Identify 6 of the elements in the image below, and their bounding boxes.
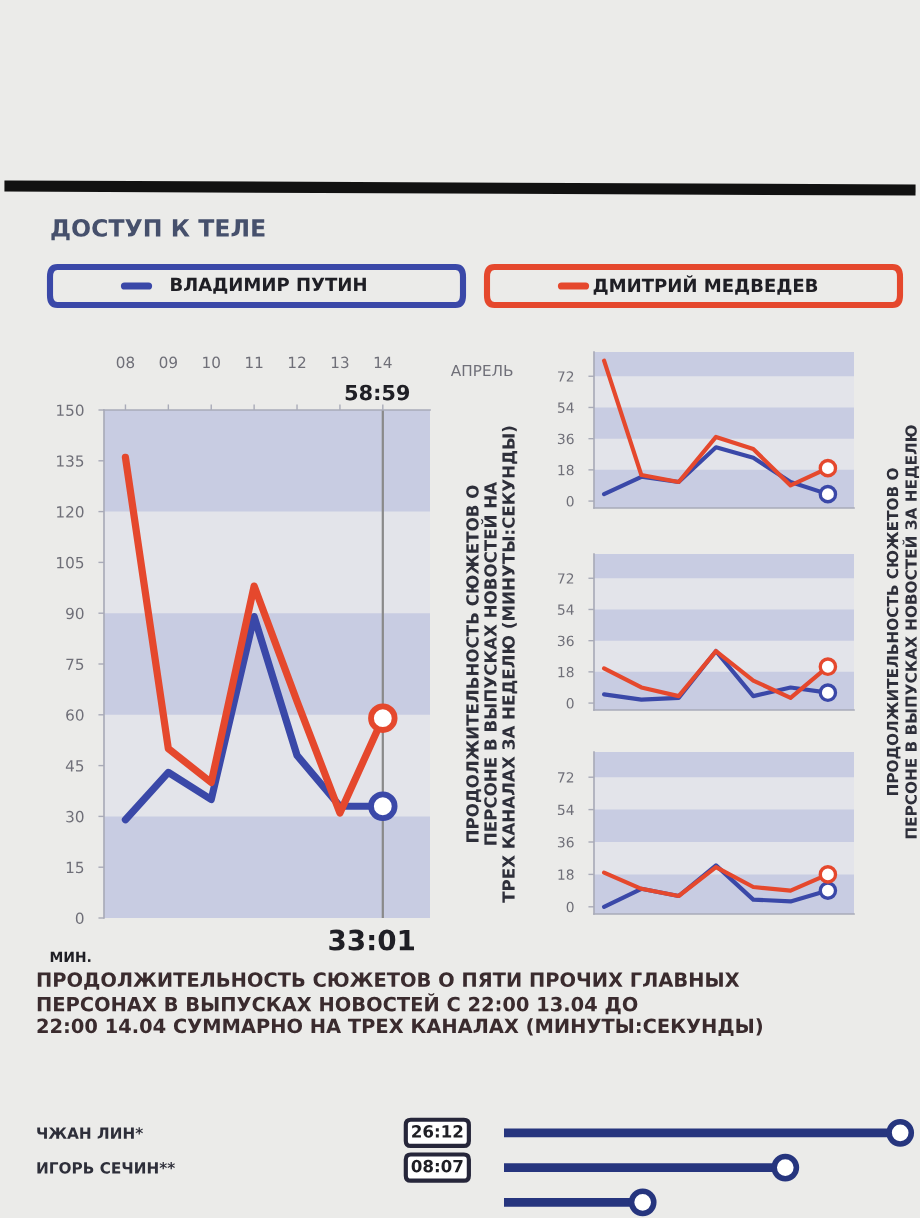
chart-title: ДОСТУП К ТЕЛЕ	[51, 218, 265, 241]
text: 33:01	[329, 929, 415, 951]
legend-label: ДМИТРИЙ МЕДВЕДЕВ	[593, 275, 818, 295]
legend-label: ВЛАДИМИР ПУТИН	[171, 277, 366, 294]
y-axis-title: ПРОДОЛЖИТЕЛЬНОСТЬ СЮЖЕТОВ О ПЕРСОНЕ В ВЫПУСКАХ НОВОСТЕЙ НА ТРЕХ КАНАЛАХ ЗА НЕДЕЛЮ (МИНУТЫ:СЕКУНДЫ)	[466, 426, 518, 903]
text: 58:59	[345, 384, 410, 401]
